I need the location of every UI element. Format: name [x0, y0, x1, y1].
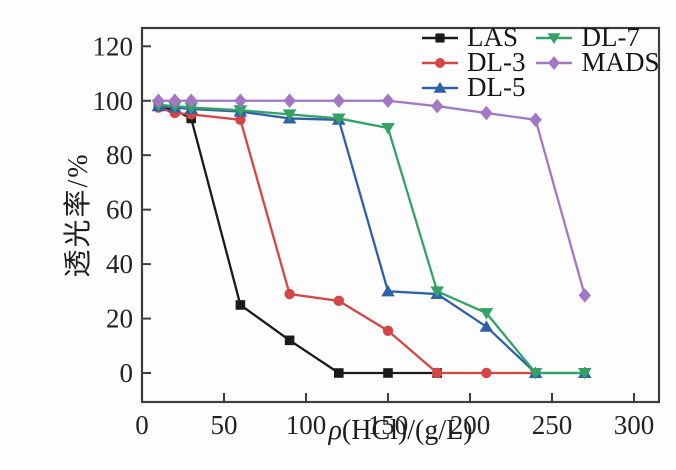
- circle-marker: [432, 367, 443, 379]
- triangle-down-marker: [233, 105, 248, 117]
- triangle-down-marker: [430, 286, 444, 298]
- triangle-up-marker: [381, 284, 395, 297]
- legend-item-dl-7: DL-7: [535, 22, 659, 52]
- diamond-marker: [529, 112, 542, 128]
- series-dl-3: [153, 102, 541, 379]
- triangle-down-marker: [479, 308, 494, 320]
- legend-item-las: LAS: [421, 22, 525, 52]
- legend-swatch-square-icon: [422, 32, 458, 43]
- diamond-marker: [234, 93, 247, 108]
- x-axis-label: ρ(HCl)/(g/L): [142, 415, 659, 447]
- x-tick-label: 250: [532, 410, 573, 440]
- circle-marker: [481, 367, 492, 379]
- circle-marker: [382, 325, 394, 337]
- x-tick-label: 300: [614, 410, 655, 440]
- series-dl-5: [151, 99, 592, 378]
- diamond-marker: [548, 55, 561, 70]
- series-line: [158, 106, 536, 375]
- y-tick-label: 100: [93, 86, 134, 116]
- y-tick-label: 40: [106, 249, 133, 279]
- x-tick-label: 150: [368, 410, 409, 440]
- series-line: [158, 105, 438, 375]
- circle-marker: [333, 295, 344, 307]
- legend-label: LAS: [467, 22, 519, 52]
- circle-marker: [235, 114, 246, 126]
- triangle-down-marker: [528, 368, 543, 380]
- circle-marker: [435, 57, 445, 68]
- square-marker: [334, 368, 344, 378]
- square-marker: [435, 32, 445, 43]
- y-tick-label: 0: [120, 358, 134, 388]
- x-axis-label-text: (HCl)/(g/L): [341, 415, 473, 446]
- triangle-down-marker: [548, 32, 561, 44]
- square-marker: [284, 335, 295, 346]
- diamond-marker: [480, 105, 493, 121]
- y-tick-label: 120: [93, 31, 134, 61]
- triangle-down-marker: [578, 368, 592, 380]
- circle-marker: [284, 288, 295, 300]
- legend-column: LAS DL-3 DL-5: [421, 22, 526, 102]
- diamond-marker: [152, 93, 165, 108]
- legend-label: MADS: [581, 47, 660, 77]
- y-axis-label-text: 透光率/%: [63, 152, 94, 278]
- diamond-marker: [431, 98, 444, 114]
- triangle-down-marker: [282, 109, 297, 121]
- y-tick-label: 80: [106, 140, 133, 170]
- legend-column: DL-7 MADS: [535, 22, 660, 100]
- square-marker: [383, 368, 393, 378]
- triangle-down-marker: [381, 122, 395, 135]
- triangle-down-marker: [184, 102, 198, 114]
- legend-swatch-triangle-up-icon: [422, 81, 458, 93]
- legend: LAS DL-3 DL-5 DL-7 MADS: [421, 22, 660, 102]
- legend-item-mads: MADS: [535, 47, 660, 77]
- square-marker: [235, 300, 246, 310]
- diamond-marker: [332, 93, 345, 108]
- legend-item-dl-5: DL-5: [421, 72, 526, 102]
- diamond-marker: [185, 93, 198, 108]
- series-las: [153, 101, 442, 378]
- triangle-up-marker: [479, 320, 494, 332]
- diamond-marker: [381, 93, 395, 108]
- triangle-up-marker: [433, 81, 447, 93]
- diamond-marker: [168, 93, 181, 108]
- legend-swatch-triangle-down-icon: [536, 32, 573, 44]
- x-tick-label: 100: [286, 410, 327, 440]
- y-tick-label: 60: [106, 195, 133, 225]
- y-axis-label: 透光率/%: [56, 152, 96, 277]
- legend-swatch-circle-icon: [422, 57, 458, 68]
- legend-label: DL-5: [467, 72, 526, 102]
- x-tick-label: 0: [135, 410, 149, 440]
- legend-label: DL-3: [467, 47, 526, 77]
- plot-frame: [140, 26, 661, 404]
- legend-label: DL-7: [581, 22, 640, 52]
- x-axis-label-italic: ρ: [328, 415, 342, 446]
- x-tick-label: 200: [450, 410, 491, 440]
- y-tick-label: 20: [106, 304, 133, 334]
- series-line: [158, 99, 586, 296]
- diamond-marker: [578, 288, 591, 303]
- diamond-marker: [283, 93, 296, 108]
- x-tick-label: 50: [211, 410, 238, 440]
- series-mads: [152, 93, 591, 303]
- series-dl-7: [151, 99, 592, 380]
- legend-item-dl-3: DL-3: [421, 47, 526, 77]
- legend-swatch-diamond-icon: [536, 55, 573, 70]
- triangle-down-marker: [332, 113, 346, 125]
